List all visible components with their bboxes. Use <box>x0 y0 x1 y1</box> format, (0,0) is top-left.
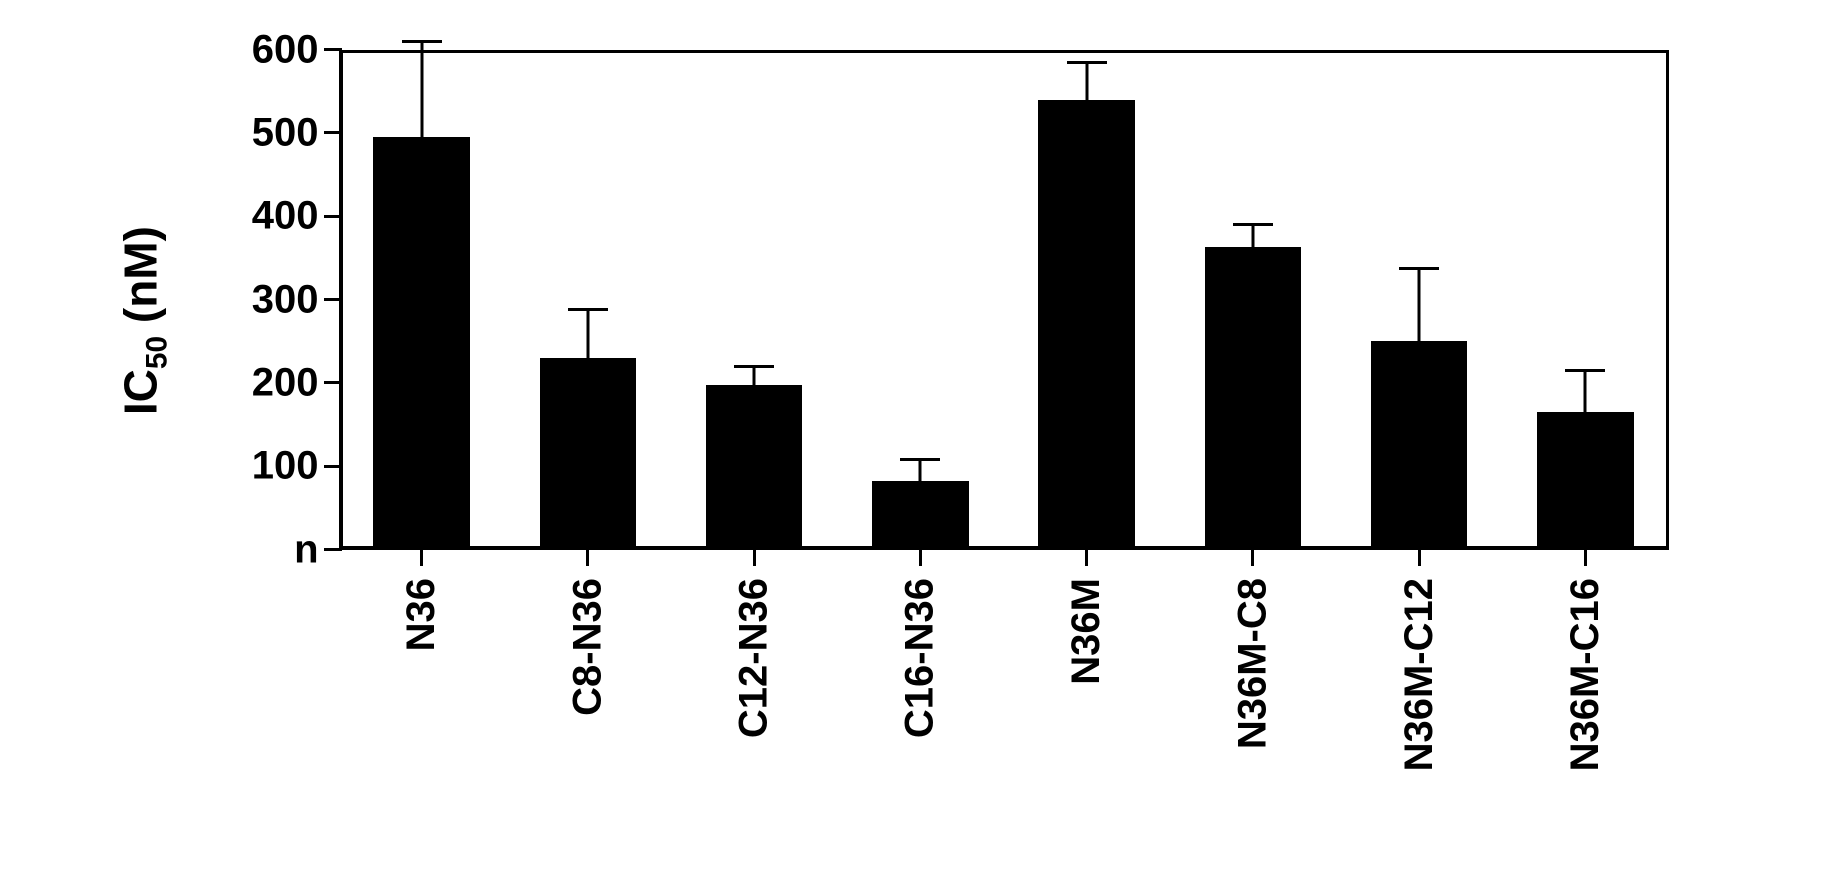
x-tick <box>420 550 423 566</box>
y-tick-label: 600 <box>219 27 319 72</box>
y-tick <box>324 548 342 551</box>
bar <box>1038 100 1134 546</box>
bar <box>872 481 968 546</box>
error-bar-cap <box>1399 267 1439 270</box>
error-bar-stem <box>1584 371 1587 413</box>
bar <box>373 137 469 545</box>
bar-group <box>872 46 968 546</box>
error-bar-cap <box>734 365 774 368</box>
y-tick <box>324 48 342 51</box>
x-tick <box>753 550 756 566</box>
x-tick <box>1584 550 1587 566</box>
y-tick <box>324 215 342 218</box>
x-tick <box>586 550 589 566</box>
bar-group <box>1537 46 1633 546</box>
bar <box>1205 247 1301 545</box>
error-bar-cap <box>402 40 442 43</box>
y-axis-title: IC50 (nM) <box>113 226 174 415</box>
x-tick <box>1085 550 1088 566</box>
bar-group <box>373 46 469 546</box>
y-tick-label: 300 <box>219 277 319 322</box>
y-tick-label: n <box>219 527 319 572</box>
x-tick <box>1251 550 1254 566</box>
error-bar-stem <box>1251 225 1254 248</box>
bar-group <box>1038 46 1134 546</box>
bar-group <box>1371 46 1467 546</box>
x-tick <box>1418 550 1421 566</box>
bar <box>540 358 636 546</box>
error-bar-stem <box>1085 62 1088 100</box>
bar-group <box>540 46 636 546</box>
error-bar-stem <box>753 366 756 384</box>
y-tick <box>324 298 342 301</box>
x-tick <box>919 550 922 566</box>
plot-area <box>339 50 1669 550</box>
error-bar-stem <box>1418 268 1421 341</box>
error-bar-cap <box>900 458 940 461</box>
y-tick-label: 100 <box>219 444 319 489</box>
y-tick-label: 500 <box>219 110 319 155</box>
bar <box>1371 341 1467 545</box>
y-tick-label: 200 <box>219 360 319 405</box>
y-tick <box>324 131 342 134</box>
error-bar-stem <box>919 460 922 481</box>
bar <box>706 385 802 546</box>
error-bar-cap <box>568 308 608 311</box>
error-bar-stem <box>586 310 589 358</box>
y-tick-label: 400 <box>219 194 319 239</box>
y-tick <box>324 381 342 384</box>
bar <box>1537 412 1633 545</box>
ic50-bar-chart: IC50 (nM) n100200300400500600 N36C8-N36C… <box>139 30 1689 850</box>
error-bar-cap <box>1067 61 1107 64</box>
error-bar-cap <box>1233 223 1273 226</box>
bar-group <box>1205 46 1301 546</box>
error-bar-cap <box>1565 369 1605 372</box>
bar-group <box>706 46 802 546</box>
error-bar-stem <box>420 41 423 137</box>
y-tick <box>324 465 342 468</box>
